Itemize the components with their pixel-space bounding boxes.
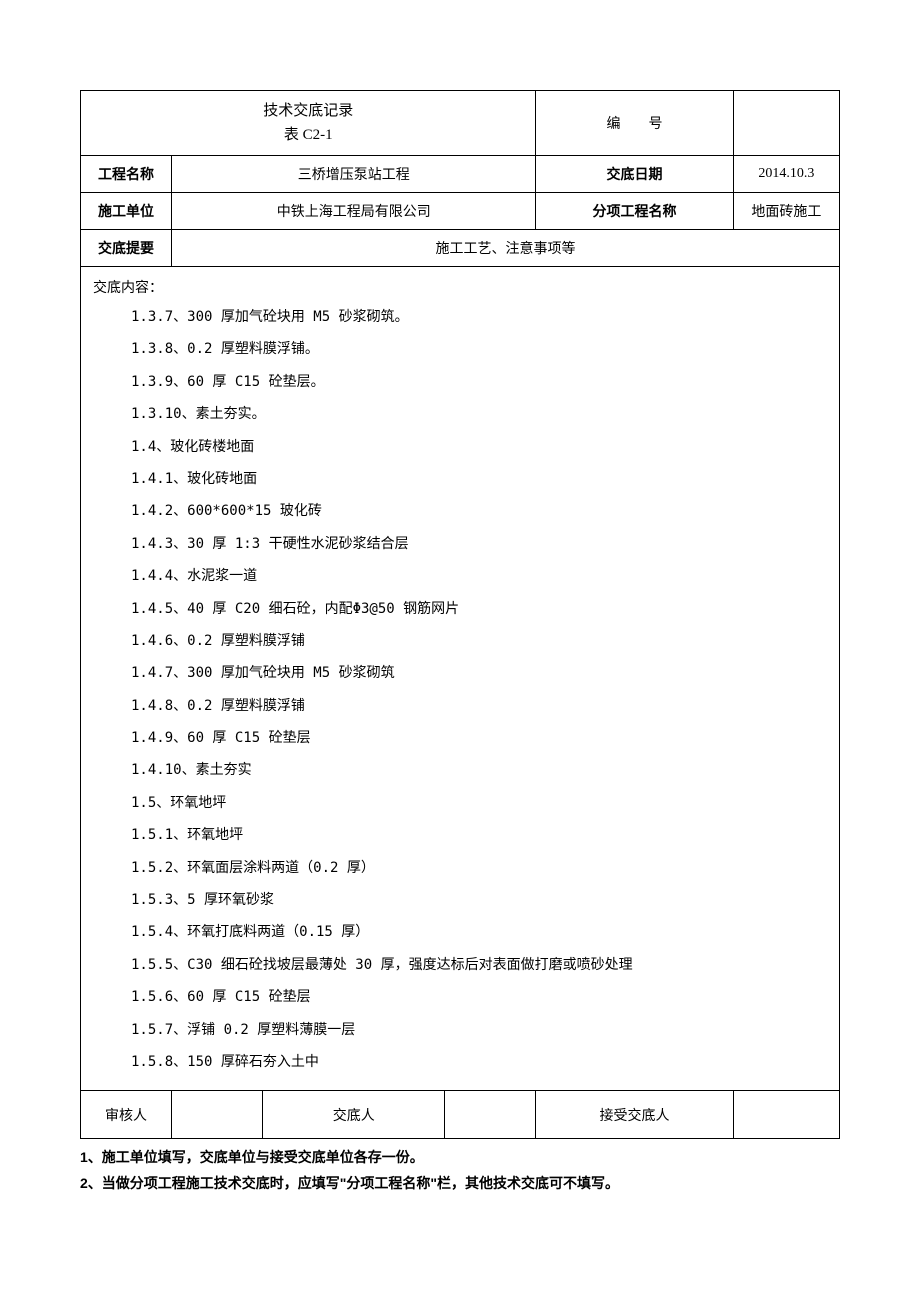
content-item: 1.4.6、0.2 厚塑料膜浮铺: [131, 627, 827, 656]
content-heading: 交底内容：: [93, 277, 827, 297]
sub-project-value: 地面砖施工: [733, 193, 839, 230]
reviewer-label: 审核人: [81, 1091, 172, 1139]
content-item: 1.5.4、环氧打底料两道（0.15 厚）: [131, 918, 827, 947]
summary-value: 施工工艺、注意事项等: [172, 230, 840, 267]
project-row: 工程名称 三桥增压泵站工程 交底日期 2014.10.3: [81, 156, 840, 193]
disclosure-record-table: 技术交底记录 表 C2-1 编号 工程名称 三桥增压泵站工程 交底日期 2014…: [80, 90, 840, 1139]
content-item: 1.4.7、300 厚加气砼块用 M5 砂浆砌筑: [131, 659, 827, 688]
content-item: 1.5.2、环氧面层涂料两道（0.2 厚）: [131, 854, 827, 883]
signature-row: 审核人 交底人 接受交底人: [81, 1091, 840, 1139]
received-by-value: [733, 1091, 839, 1139]
sub-project-label: 分项工程名称: [536, 193, 733, 230]
project-name-label: 工程名称: [81, 156, 172, 193]
disclosed-by-value: [445, 1091, 536, 1139]
content-item: 1.5.6、60 厚 C15 砼垫层: [131, 983, 827, 1012]
unit-label: 施工单位: [81, 193, 172, 230]
content-item: 1.4.8、0.2 厚塑料膜浮铺: [131, 692, 827, 721]
unit-row: 施工单位 中铁上海工程局有限公司 分项工程名称 地面砖施工: [81, 193, 840, 230]
content-item: 1.4.2、600*600*15 玻化砖: [131, 497, 827, 526]
unit-value: 中铁上海工程局有限公司: [172, 193, 536, 230]
content-item: 1.5.7、浮铺 0.2 厚塑料薄膜一层: [131, 1016, 827, 1045]
content-item: 1.4.3、30 厚 1:3 干硬性水泥砂浆结合层: [131, 530, 827, 559]
date-label: 交底日期: [536, 156, 733, 193]
received-by-label: 接受交底人: [536, 1091, 733, 1139]
summary-row: 交底提要 施工工艺、注意事项等: [81, 230, 840, 267]
content-item: 1.3.9、60 厚 C15 砼垫层。: [131, 368, 827, 397]
content-item: 1.4、玻化砖楼地面: [131, 433, 827, 462]
note-1: 1、施工单位填写，交底单位与接受交底单位各存一份。: [80, 1145, 840, 1170]
content-item: 1.5.8、150 厚碎石夯入土中: [131, 1048, 827, 1077]
content-item: 1.3.7、300 厚加气砼块用 M5 砂浆砌筑。: [131, 303, 827, 332]
number-label: 编号: [579, 117, 691, 132]
header-row: 技术交底记录 表 C2-1 编号: [81, 91, 840, 156]
form-title: 技术交底记录 表 C2-1: [81, 91, 536, 156]
content-items-list: 1.3.7、300 厚加气砼块用 M5 砂浆砌筑。 1.3.8、0.2 厚塑料膜浮…: [93, 303, 827, 1077]
content-item: 1.4.9、60 厚 C15 砼垫层: [131, 724, 827, 753]
content-item: 1.3.10、素土夯实。: [131, 400, 827, 429]
summary-label: 交底提要: [81, 230, 172, 267]
note-2: 2、当做分项工程施工技术交底时，应填写"分项工程名称"栏，其他技术交底可不填写。: [80, 1171, 840, 1196]
content-item: 1.5.1、环氧地坪: [131, 821, 827, 850]
content-cell: 交底内容： 1.3.7、300 厚加气砼块用 M5 砂浆砌筑。 1.3.8、0.2…: [81, 267, 840, 1091]
content-item: 1.5.5、C30 细石砼找坡层最薄处 30 厚，强度达标后对表面做打磨或喷砂处…: [131, 951, 827, 980]
number-value: [733, 91, 839, 156]
content-row: 交底内容： 1.3.7、300 厚加气砼块用 M5 砂浆砌筑。 1.3.8、0.2…: [81, 267, 840, 1091]
content-item: 1.5、环氧地坪: [131, 789, 827, 818]
content-item: 1.5.3、5 厚环氧砂浆: [131, 886, 827, 915]
project-name-value: 三桥增压泵站工程: [172, 156, 536, 193]
footnotes: 1、施工单位填写，交底单位与接受交底单位各存一份。 2、当做分项工程施工技术交底…: [80, 1145, 840, 1195]
content-item: 1.4.5、40 厚 C20 细石砼，内配Φ3@50 钢筋网片: [131, 595, 827, 624]
content-item: 1.4.10、素土夯实: [131, 756, 827, 785]
content-item: 1.3.8、0.2 厚塑料膜浮铺。: [131, 335, 827, 364]
date-value: 2014.10.3: [733, 156, 839, 193]
disclosed-by-label: 交底人: [263, 1091, 445, 1139]
content-item: 1.4.4、水泥浆一道: [131, 562, 827, 591]
number-label-cell: 编号: [536, 91, 733, 156]
title-line2: 表 C2-1: [87, 123, 529, 147]
title-line1: 技术交底记录: [87, 99, 529, 123]
content-item: 1.4.1、玻化砖地面: [131, 465, 827, 494]
reviewer-value: [172, 1091, 263, 1139]
